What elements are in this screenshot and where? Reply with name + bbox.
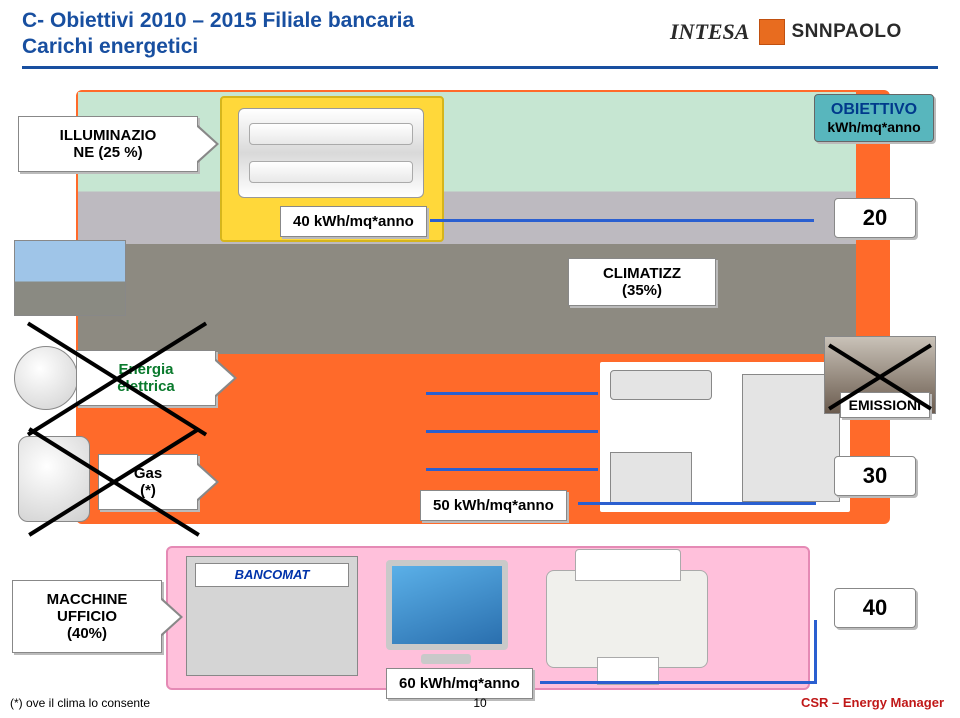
page-number: 10 xyxy=(473,696,486,710)
connector-macch-v xyxy=(814,620,817,684)
cross-out-icon xyxy=(14,432,214,528)
connector-hvac-2 xyxy=(426,430,598,433)
ceiling-unit-icon xyxy=(610,370,712,400)
arrow-right-fill-icon xyxy=(160,599,180,635)
cross-out-icon xyxy=(820,332,940,418)
title-line2: Carichi energetici xyxy=(22,35,198,58)
connector-macch xyxy=(540,681,816,684)
footer-right: CSR – Energy Manager xyxy=(801,695,944,710)
gas-value: 50 kWh/mq*anno xyxy=(420,490,567,521)
macch-l1: MACCHINE xyxy=(47,591,128,608)
connector-hvac-3 xyxy=(426,468,598,471)
title-line1: C- Obiettivi 2010 – 2015 Filiale bancari… xyxy=(22,9,414,32)
macchine-label: MACCHINE UFFICIO (40%) xyxy=(12,580,202,653)
connector-hvac-1 xyxy=(426,392,598,395)
logo-left: INTESA xyxy=(670,19,749,45)
macch-l3: (40%) xyxy=(67,625,107,642)
header-divider xyxy=(22,66,938,69)
page-title: C- Obiettivi 2010 – 2015 Filiale bancari… xyxy=(22,8,414,61)
cross-out-icon xyxy=(12,340,222,414)
gas-target: 30 xyxy=(834,456,916,496)
macch-l2: UFFICIO xyxy=(57,608,117,625)
printer-icon xyxy=(546,570,708,668)
obiettivo-box: OBIETTIVO kWh/mq*anno xyxy=(814,94,934,142)
obiettivo-unit: kWh/mq*anno xyxy=(819,119,929,135)
bancomat-icon: BANCOMAT xyxy=(186,556,358,676)
connector-illum xyxy=(430,219,814,222)
illum-l1: ILLUMINAZIO xyxy=(60,127,157,144)
illuminazione-label: ILLUMINAZIO NE (25 %) xyxy=(18,116,238,172)
monitor-icon xyxy=(386,560,506,664)
illuminazione-value: 40 kWh/mq*anno xyxy=(280,206,427,237)
hydro-dam-icon xyxy=(14,240,126,316)
arrow-right-fill-icon xyxy=(196,126,216,162)
logo-square-icon xyxy=(759,19,785,45)
macchine-value: 60 kWh/mq*anno xyxy=(386,668,533,699)
logo-right: SNNPAOLO xyxy=(791,21,901,43)
light-fixture-icon xyxy=(238,108,424,198)
illum-l2: NE (25 %) xyxy=(73,144,142,161)
outdoor-unit-icon xyxy=(610,452,692,504)
hvac-panel xyxy=(598,360,852,514)
illuminazione-target: 20 xyxy=(834,198,916,238)
clima-l1: CLIMATIZZ xyxy=(603,265,681,282)
footnote: (*) ove il clima lo consente xyxy=(10,696,150,710)
obiettivo-title: OBIETTIVO xyxy=(819,101,929,119)
climatizz-label: CLIMATIZZ (35%) xyxy=(568,258,716,306)
clima-l2: (35%) xyxy=(622,282,662,299)
macchine-target: 40 xyxy=(834,588,916,628)
bancomat-sign: BANCOMAT xyxy=(195,563,349,587)
brand-logo: INTESA SNNPAOLO xyxy=(670,14,930,50)
connector-gas xyxy=(578,502,816,505)
